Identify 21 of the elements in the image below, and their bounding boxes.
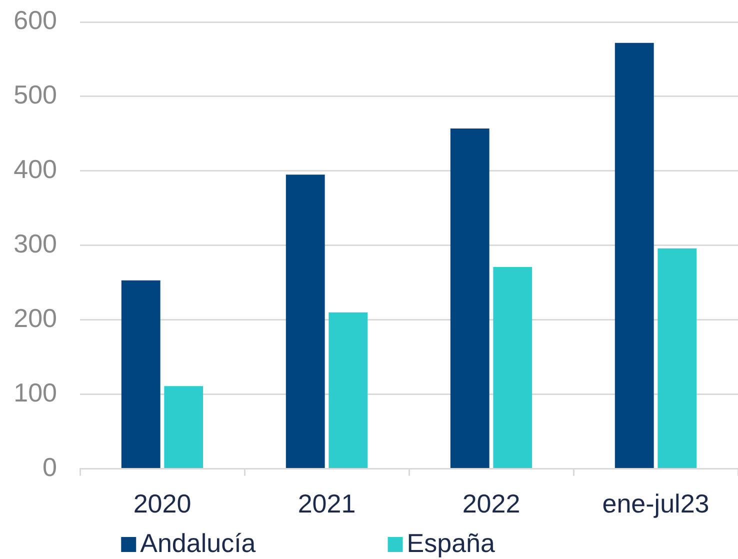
bar (121, 280, 160, 468)
x-tick-label: 2022 (462, 488, 520, 519)
bar (450, 128, 490, 468)
bar (286, 174, 325, 468)
x-tick-label: ene-jul23 (602, 488, 710, 519)
y-tick-label: 600 (14, 5, 57, 36)
bar (493, 266, 532, 468)
legend-label: Andalucía (140, 528, 256, 558)
y-tick-label: 400 (14, 154, 57, 184)
bar (658, 248, 697, 468)
bar (328, 312, 368, 468)
y-tick-label: 100 (14, 378, 57, 408)
bar (164, 386, 204, 468)
y-tick-label: 300 (14, 228, 57, 259)
y-tick-label: 500 (14, 80, 57, 110)
bar (614, 42, 654, 468)
x-tick-label: 2020 (133, 488, 192, 519)
y-tick-label: 0 (42, 452, 57, 482)
legend-label: España (406, 528, 496, 558)
y-tick-label: 200 (14, 303, 57, 334)
x-tick-label: 2021 (298, 488, 356, 519)
